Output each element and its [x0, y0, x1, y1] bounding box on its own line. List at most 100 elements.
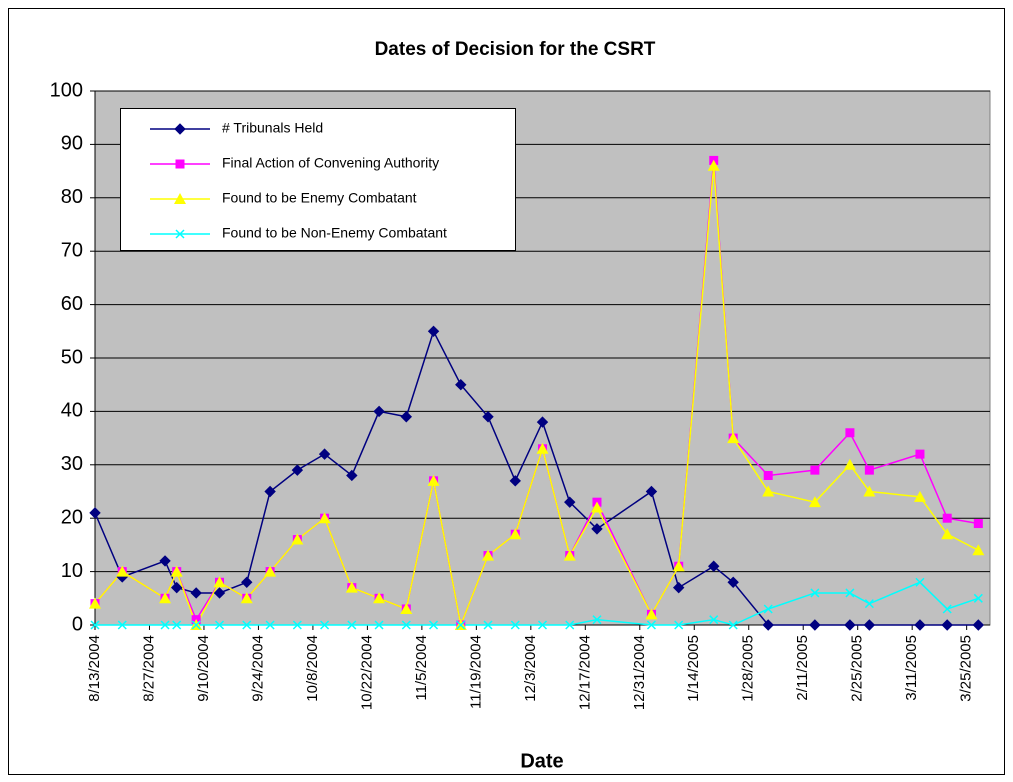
marker: [591, 523, 603, 535]
marker: [973, 519, 983, 529]
marker: [707, 159, 720, 171]
marker: [565, 620, 575, 630]
x-tick-label: 3/25/2005: [958, 635, 975, 702]
marker: [482, 549, 495, 561]
legend-label: Found to be Non-Enemy Combatant: [222, 225, 447, 241]
marker: [318, 512, 331, 524]
marker: [175, 159, 185, 169]
marker: [973, 593, 983, 603]
marker: [345, 581, 358, 593]
marker: [674, 620, 684, 630]
marker: [845, 588, 855, 598]
marker: [175, 229, 185, 239]
marker: [373, 592, 386, 604]
marker: [727, 576, 739, 588]
marker: [709, 615, 719, 625]
marker: [291, 464, 304, 476]
marker: [942, 604, 952, 614]
marker: [483, 620, 493, 630]
marker: [318, 448, 331, 460]
marker: [171, 581, 183, 594]
marker: [347, 620, 357, 630]
marker: [170, 565, 183, 577]
marker: [708, 560, 720, 572]
marker: [174, 193, 186, 204]
marker: [172, 620, 182, 630]
y-tick-label: 40: [61, 400, 83, 422]
y-tick-label: 10: [61, 560, 83, 582]
marker: [914, 619, 926, 631]
legend-label: Found to be Enemy Combatant: [222, 190, 417, 206]
marker: [373, 405, 385, 418]
marker: [863, 619, 876, 631]
marker: [159, 555, 171, 567]
x-tick-label: 10/22/2004: [358, 635, 375, 710]
legend-box: [120, 108, 516, 251]
y-tick-label: 0: [72, 613, 83, 635]
marker: [427, 474, 440, 486]
x-tick-label: 2/25/2005: [849, 635, 866, 702]
x-tick-label: 3/11/2005: [903, 635, 920, 701]
marker: [346, 469, 358, 482]
x-tick-label: 12/17/2004: [576, 635, 593, 710]
marker: [536, 416, 549, 428]
y-tick-label: 60: [61, 293, 83, 315]
chart-title: Dates of Decision for the CSRT: [375, 39, 656, 60]
marker: [941, 619, 953, 631]
marker: [592, 615, 602, 625]
marker: [264, 565, 277, 577]
marker: [913, 490, 926, 502]
marker: [915, 449, 925, 459]
marker: [400, 411, 413, 423]
marker: [763, 470, 773, 480]
marker: [672, 560, 685, 572]
marker: [941, 528, 954, 540]
legend-label: Final Action of Convening Authority: [222, 155, 439, 171]
marker: [564, 496, 576, 508]
marker: [845, 428, 855, 438]
marker: [320, 620, 330, 630]
marker: [762, 619, 774, 631]
marker: [645, 608, 658, 620]
marker: [763, 604, 773, 614]
marker: [241, 576, 253, 588]
marker: [808, 496, 821, 508]
marker: [117, 620, 127, 630]
marker: [942, 513, 952, 523]
marker: [809, 619, 821, 631]
marker: [214, 620, 225, 630]
marker: [646, 620, 656, 630]
x-tick-label: 1/14/2005: [685, 635, 702, 702]
marker: [159, 592, 172, 604]
marker: [915, 577, 925, 587]
x-tick-label: 8/13/2004: [86, 635, 103, 702]
x-tick-label: 9/24/2004: [249, 635, 266, 702]
x-tick-label: 12/3/2004: [522, 635, 539, 702]
x-tick-label: 11/5/2004: [413, 635, 430, 701]
marker: [292, 620, 302, 630]
y-tick-label: 70: [61, 239, 83, 261]
marker: [844, 619, 856, 631]
marker: [427, 325, 440, 338]
marker: [89, 597, 101, 609]
x-tick-label: 8/27/2004: [140, 635, 157, 702]
marker: [213, 587, 226, 599]
marker: [291, 533, 304, 545]
marker: [864, 465, 874, 475]
marker: [240, 592, 253, 604]
marker: [536, 442, 549, 454]
marker: [191, 620, 201, 630]
marker: [537, 620, 548, 630]
marker: [160, 620, 170, 630]
marker: [972, 619, 985, 631]
marker: [429, 620, 439, 630]
x-tick-label: 12/31/2004: [631, 635, 648, 710]
marker: [810, 588, 820, 598]
marker: [645, 485, 658, 498]
x-axis-label: Date: [520, 750, 563, 772]
marker: [190, 587, 202, 599]
marker: [843, 458, 856, 470]
marker: [401, 620, 411, 630]
marker: [864, 599, 874, 609]
marker: [213, 576, 226, 588]
